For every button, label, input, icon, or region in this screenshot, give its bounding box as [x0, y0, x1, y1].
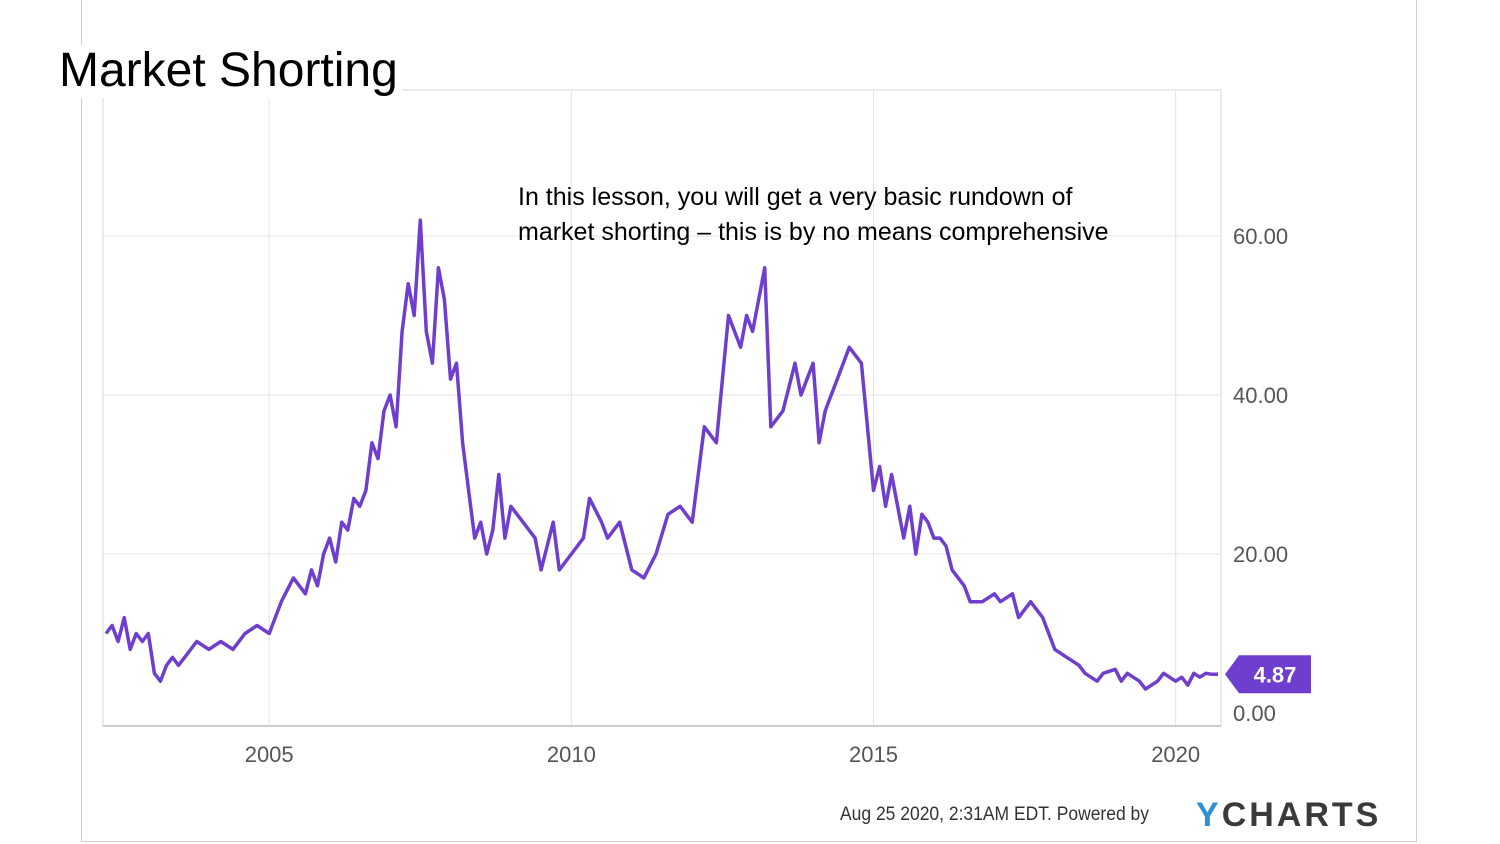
last-value-badge-group: 4.87	[1225, 655, 1311, 694]
powered-by-text: Powered by	[1056, 804, 1150, 825]
axes: 0.00 20.00 40.00 60.00 2005 2010 2015 2020	[103, 224, 1288, 767]
x-tick-label: 2020	[1151, 742, 1200, 767]
y-tick-label: 60.00	[1233, 224, 1288, 249]
ycharts-logo-text: CHARTS	[1221, 796, 1382, 834]
ycharts-logo-y: Y	[1196, 796, 1222, 834]
last-value-badge	[1225, 655, 1311, 694]
subtitle-line-2: market shorting – this is by no means co…	[518, 218, 1109, 246]
chart-svg: 0.00 20.00 40.00 60.00 2005 2010 2015 2020 4.87	[102, 89, 1311, 767]
slide-title: Market Shorting	[59, 44, 402, 98]
ycharts-logo[interactable]: YCHARTS	[1196, 796, 1381, 835]
x-tick-label: 2010	[547, 742, 596, 767]
chart-frame: 0.00 20.00 40.00 60.00 2005 2010 2015 2020 4.87	[81, 0, 1417, 842]
series	[104, 218, 1218, 691]
x-tick-label: 2005	[245, 742, 294, 767]
series-line	[104, 218, 1218, 691]
x-tick-label: 2015	[849, 742, 898, 767]
y-tick-label: 0.00	[1233, 701, 1276, 726]
slide-subtitle: In this lesson, you will get a very basi…	[518, 180, 1109, 250]
subtitle-line-1: In this lesson, you will get a very basi…	[518, 183, 1073, 211]
y-tick-label: 40.00	[1233, 383, 1288, 408]
timestamp-text: Aug 25 2020, 2:31AM EDT.	[840, 804, 1052, 825]
y-tick-label: 20.00	[1233, 542, 1288, 567]
last-value-label: 4.87	[1254, 662, 1297, 687]
chart-timestamp: Aug 25 2020, 2:31AM EDT. Powered by	[840, 804, 1149, 826]
